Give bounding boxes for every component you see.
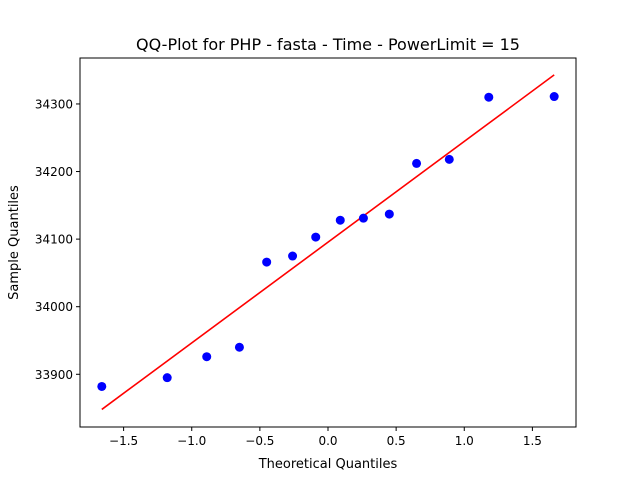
y-tick-label: 34300 xyxy=(35,97,73,111)
plot-area xyxy=(97,74,559,411)
data-point xyxy=(358,213,368,223)
data-point xyxy=(288,251,298,261)
data-point xyxy=(549,92,559,102)
y-tick-label: 34200 xyxy=(35,165,73,179)
data-point xyxy=(97,381,107,391)
x-axis-label: Theoretical Quantiles xyxy=(258,457,398,472)
chart-title: QQ-Plot for PHP - fasta - Time - PowerLi… xyxy=(136,35,520,54)
x-tick-label: −0.5 xyxy=(245,434,274,448)
x-tick-label: 0.5 xyxy=(387,434,406,448)
data-point xyxy=(202,352,212,362)
x-tick-label: −1.5 xyxy=(109,434,138,448)
data-point xyxy=(384,209,394,219)
data-point xyxy=(162,373,172,383)
y-axis-label: Sample Quantiles xyxy=(7,185,22,300)
x-tick-label: 1.5 xyxy=(523,434,542,448)
data-point xyxy=(444,154,454,164)
y-tick-label: 34100 xyxy=(35,233,73,247)
data-point xyxy=(311,232,321,242)
y-tick-label: 34000 xyxy=(35,300,73,314)
y-tick-label: 33900 xyxy=(35,368,73,382)
data-point xyxy=(412,158,422,168)
reference-line xyxy=(101,74,555,411)
x-tick-label: 1.0 xyxy=(455,434,474,448)
data-point xyxy=(484,92,494,102)
x-tick-label: 0.0 xyxy=(318,434,337,448)
data-point xyxy=(262,257,272,267)
data-point xyxy=(335,215,345,225)
x-tick-label: −1.0 xyxy=(177,434,206,448)
data-point xyxy=(234,342,244,352)
